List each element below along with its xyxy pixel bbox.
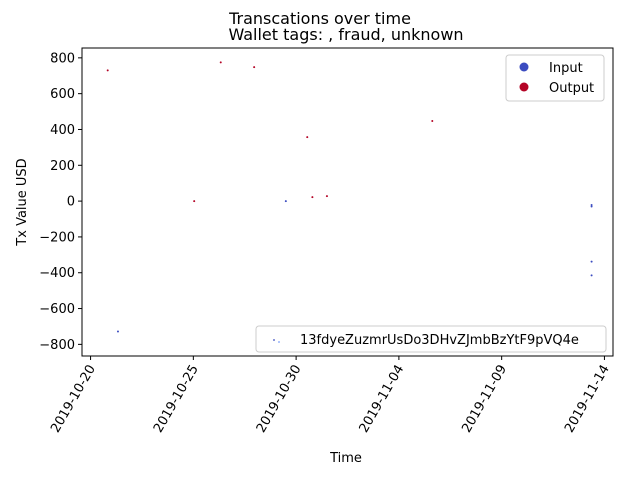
data-point-output [219,61,222,64]
data-point-output [431,120,434,123]
y-tick-label: 0 [67,195,75,210]
y-tick-label: 200 [50,159,75,174]
x-tick-label: 2019-10-20 [48,363,99,436]
chart-subtitle: Wallet tags: , fraud, unknown [228,25,463,44]
legend-marker-output [519,82,529,92]
y-tick-label: 800 [50,51,75,66]
y-axis: −800 −600 −400 −200 0 200 400 600 800 [39,51,82,353]
data-point-output [306,136,309,139]
y-tick-label: 600 [50,87,75,102]
x-axis-label: Time [329,451,362,466]
secondary-legend-label: 13fdyeZuzmrUsDo3DHvZJmbBzYtF9pVQ4e [300,333,579,348]
x-axis: 2019-10-20 2019-10-25 2019-10-30 2019-11-04… [48,356,613,435]
secondary-legend: 13fdyeZuzmrUsDo3DHvZJmbBzYtF9pVQ4e [255,325,607,353]
y-tick-label: −800 [39,338,75,353]
data-point-input [284,200,287,203]
y-tick-label: −400 [39,266,75,281]
data-point-output [106,69,109,72]
data-point-output [325,195,328,198]
y-tick-label: −600 [39,302,75,317]
x-tick-label: 2019-10-25 [151,363,202,436]
legend-marker-input [519,62,529,72]
secondary-legend-box [255,325,607,353]
secondary-legend-marker [278,341,280,343]
points-layer [106,61,593,333]
y-axis-label: Tx Value USD [15,158,30,246]
secondary-legend-marker [273,339,275,341]
data-point-input [590,204,593,207]
legend-label-input: Input [549,61,583,76]
legend-label-output: Output [549,81,594,96]
legend: Input Output [505,54,605,102]
x-tick-label: 2019-11-14 [562,363,613,436]
y-tick-label: −200 [39,230,75,245]
chart-title: Transcations over time [228,9,411,28]
legend-box [505,54,605,102]
x-tick-label: 2019-11-04 [357,363,408,436]
plot-area-frame [81,47,614,357]
data-point-input [116,330,119,333]
data-point-input [590,260,593,263]
data-point-output [193,200,196,203]
data-point-output [253,66,256,69]
x-tick-label: 2019-10-30 [254,363,305,436]
y-tick-label: 400 [50,123,75,138]
data-point-input [590,205,593,208]
data-point-input [590,274,593,277]
data-point-output [311,196,314,199]
x-tick-label: 2019-11-09 [459,363,510,436]
